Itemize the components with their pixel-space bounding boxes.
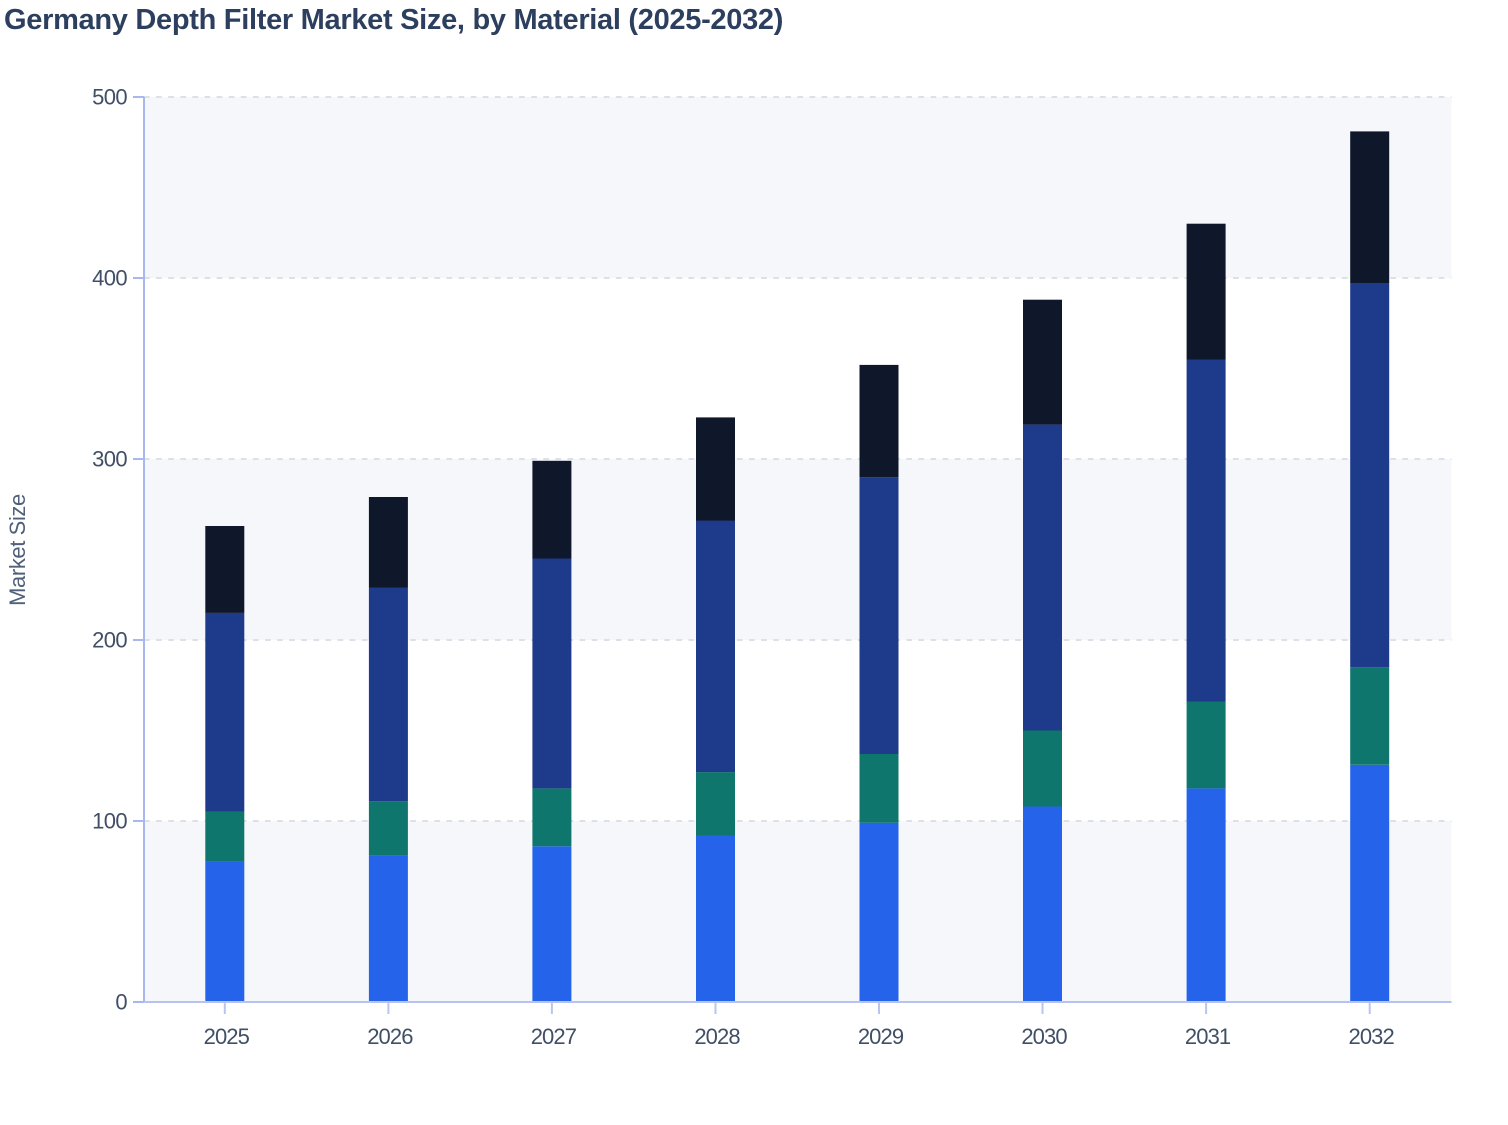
svg-text:0: 0 (115, 990, 127, 1015)
svg-text:200: 200 (92, 628, 127, 653)
svg-text:2031: 2031 (1185, 1024, 1231, 1049)
svg-text:500: 500 (92, 85, 127, 110)
svg-text:Market Size: Market Size (5, 494, 30, 606)
svg-text:2026: 2026 (367, 1024, 413, 1049)
svg-text:300: 300 (92, 447, 127, 472)
svg-text:2027: 2027 (531, 1024, 577, 1049)
svg-text:100: 100 (92, 809, 127, 834)
svg-text:2029: 2029 (858, 1024, 904, 1049)
svg-text:2032: 2032 (1349, 1024, 1395, 1049)
svg-text:400: 400 (92, 266, 127, 291)
svg-text:2030: 2030 (1021, 1024, 1067, 1049)
svg-text:2028: 2028 (694, 1024, 740, 1049)
svg-text:Germany Depth Filter Market Si: Germany Depth Filter Market Size, by Mat… (4, 4, 783, 36)
svg-text:2025: 2025 (204, 1024, 250, 1049)
